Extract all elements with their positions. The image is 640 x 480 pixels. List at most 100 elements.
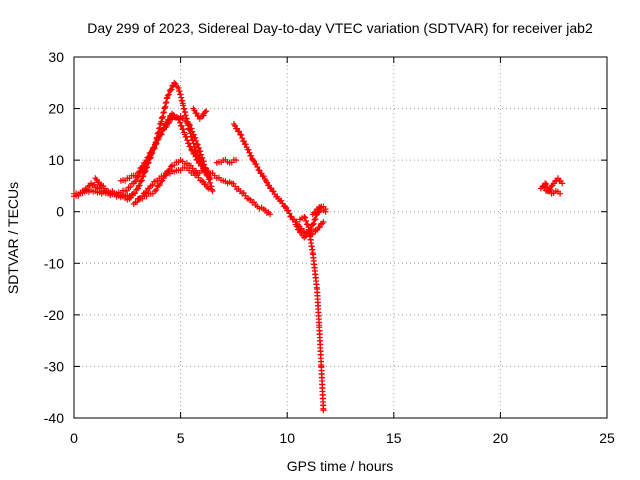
- data-point: [140, 172, 147, 179]
- y-tick-label: 30: [48, 49, 64, 65]
- data-point: [254, 164, 261, 171]
- data-point: [157, 132, 164, 139]
- data-point: [310, 220, 317, 227]
- data-point: [163, 123, 170, 130]
- y-tick-label: 20: [48, 101, 64, 117]
- data-point: [248, 152, 255, 159]
- data-point: [267, 211, 274, 218]
- data-point: [83, 186, 90, 193]
- data-point: [159, 127, 166, 134]
- data-point: [149, 181, 156, 188]
- x-tick-label: 15: [386, 430, 402, 446]
- data-point: [197, 151, 204, 158]
- points-layer: [71, 79, 566, 414]
- data-point: [189, 128, 196, 135]
- data-point: [141, 160, 148, 167]
- x-tick-label: 0: [70, 430, 78, 446]
- data-point: [177, 119, 184, 126]
- data-point: [158, 131, 165, 138]
- data-point: [127, 194, 134, 201]
- data-point: [199, 154, 206, 161]
- data-point: [202, 181, 209, 188]
- x-tick-label: 5: [177, 430, 185, 446]
- data-point: [148, 148, 155, 155]
- data-point: [239, 135, 246, 142]
- y-tick-label: 0: [56, 204, 64, 220]
- data-point: [192, 134, 199, 141]
- series-arc14: [540, 182, 564, 197]
- data-point: [309, 221, 316, 228]
- series-arc8: [213, 156, 240, 166]
- data-point: [268, 185, 275, 192]
- data-point: [195, 145, 202, 152]
- data-point: [166, 119, 173, 126]
- data-point: [153, 186, 160, 193]
- x-tick-label: 25: [599, 430, 615, 446]
- series-arc2: [71, 79, 212, 203]
- data-point: [242, 141, 249, 148]
- data-point: [155, 136, 162, 143]
- tick-layer: 0 5 10 15 20 25 -40 -30 -20 -10 0 10 20 30: [44, 49, 615, 446]
- data-point: [152, 188, 159, 195]
- data-point: [144, 154, 151, 161]
- data-point: [135, 183, 142, 190]
- y-tick-label: -40: [44, 410, 64, 426]
- grid-layer: [74, 57, 607, 418]
- data-point: [133, 177, 140, 184]
- data-point: [184, 137, 191, 144]
- data-point: [193, 137, 200, 144]
- x-axis-label: GPS time / hours: [287, 458, 394, 474]
- data-point: [203, 108, 210, 115]
- data-point: [270, 188, 277, 195]
- data-point: [132, 190, 139, 197]
- data-point: [178, 123, 185, 130]
- data-point: [141, 168, 148, 175]
- data-point: [123, 187, 130, 194]
- data-point: [153, 140, 160, 147]
- data-point: [557, 190, 564, 197]
- data-point: [311, 216, 318, 223]
- data-point: [96, 179, 103, 186]
- data-point: [158, 178, 165, 185]
- data-point: [145, 153, 152, 160]
- y-axis-label: SDTVAR / TECUs: [5, 182, 21, 294]
- data-point: [201, 109, 208, 116]
- y-tick-label: 10: [48, 152, 64, 168]
- data-point: [250, 157, 257, 164]
- data-point: [246, 149, 253, 156]
- data-point: [188, 125, 195, 132]
- data-point: [190, 131, 197, 138]
- data-point: [134, 199, 141, 206]
- data-point: [316, 224, 323, 231]
- data-point: [205, 185, 212, 192]
- data-point: [155, 182, 162, 189]
- data-point: [152, 141, 159, 148]
- data-point: [236, 128, 243, 135]
- data-point: [312, 216, 319, 223]
- data-point: [206, 176, 213, 183]
- data-point: [180, 126, 187, 133]
- data-point: [183, 134, 190, 141]
- series-arc6: [134, 157, 274, 218]
- data-point: [197, 148, 204, 155]
- data-point: [186, 121, 193, 128]
- data-point: [293, 223, 300, 230]
- data-point: [97, 181, 104, 188]
- data-point: [161, 172, 168, 179]
- chart-title: Day 299 of 2023, Sidereal Day-to-day VTE…: [87, 20, 593, 36]
- data-point: [131, 178, 138, 185]
- data-point: [238, 131, 245, 138]
- data-point: [187, 143, 194, 150]
- data-point: [194, 141, 201, 148]
- data-point: [162, 172, 169, 179]
- data-point: [167, 163, 174, 170]
- data-point: [127, 184, 134, 191]
- data-point: [304, 221, 311, 228]
- data-point: [196, 115, 203, 122]
- data-point: [253, 161, 260, 168]
- x-tick-label: 20: [493, 430, 509, 446]
- data-point: [282, 203, 289, 210]
- data-point: [198, 177, 205, 184]
- data-point: [302, 217, 309, 224]
